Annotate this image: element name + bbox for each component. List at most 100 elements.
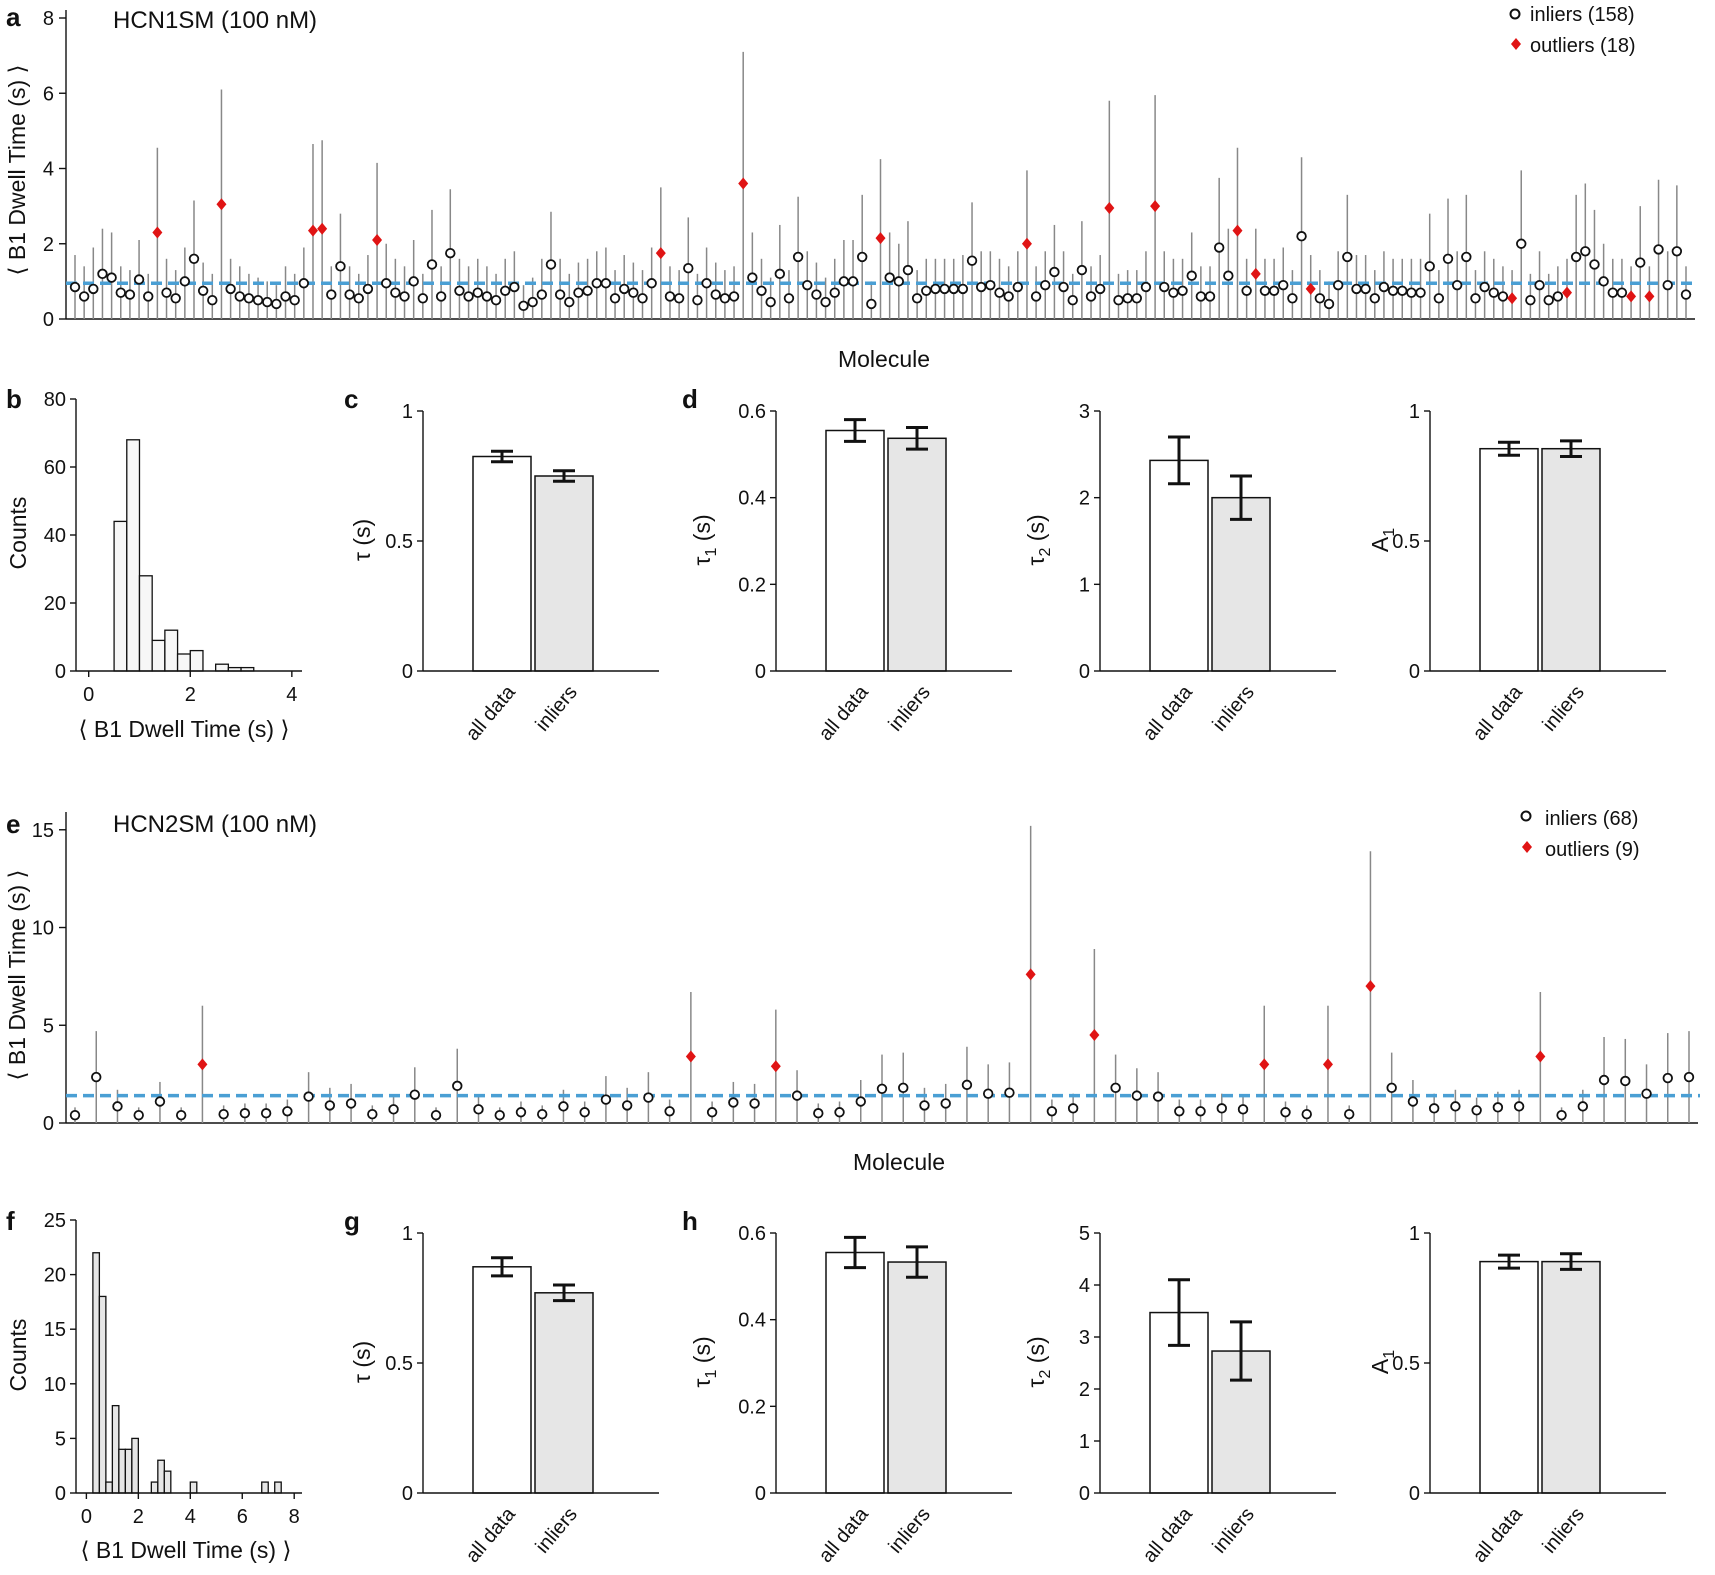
panel-b-ylabel: Counts bbox=[5, 497, 31, 570]
y-tick-label: 0.6 bbox=[738, 401, 766, 423]
outlier-point bbox=[152, 226, 163, 239]
legend-e-outliers: outliers (9) bbox=[1545, 839, 1639, 861]
inlier-point bbox=[1268, 285, 1280, 296]
inlier-point bbox=[829, 287, 840, 298]
inlier-point bbox=[1433, 293, 1445, 304]
inlier-point bbox=[628, 287, 639, 298]
panel-b-xlabel: ⟨ B1 Dwell Time (s) ⟩ bbox=[79, 716, 290, 742]
outlier-point bbox=[1250, 267, 1261, 280]
inlier-point bbox=[719, 293, 731, 304]
category-label-inliers: inliers bbox=[1538, 1503, 1588, 1557]
inlier-point bbox=[88, 283, 99, 295]
outlier-point bbox=[372, 233, 383, 246]
inlier-point bbox=[813, 1108, 824, 1119]
histogram-bar bbox=[131, 1437, 139, 1494]
inlier-point bbox=[1040, 279, 1051, 291]
inlier-point bbox=[91, 1071, 102, 1083]
inlier-point bbox=[1360, 283, 1371, 295]
x-tick-label: 0 bbox=[83, 684, 94, 706]
inlier-point bbox=[1287, 293, 1298, 304]
inlier-point bbox=[124, 289, 136, 300]
inlier-point bbox=[939, 283, 950, 295]
inlier-point bbox=[609, 293, 621, 304]
inlier-point bbox=[558, 1101, 569, 1112]
y-tick-label: 0.5 bbox=[1392, 1353, 1420, 1375]
inlier-point bbox=[1543, 294, 1554, 306]
y-tick-label: 0 bbox=[43, 309, 54, 331]
inlier-point bbox=[1003, 291, 1014, 302]
y-tick-label: 0 bbox=[1079, 1483, 1090, 1505]
panel-d2-ylabel: τ2 (s) bbox=[1023, 514, 1054, 565]
inlier-point bbox=[69, 1109, 81, 1121]
inlier-point bbox=[961, 1079, 973, 1091]
panel-d3-ylabel-main: A bbox=[1367, 536, 1393, 552]
inlier-point bbox=[1598, 276, 1609, 287]
histogram-bar bbox=[150, 1481, 159, 1494]
y-tick-label: 0.2 bbox=[738, 1396, 766, 1418]
inlier-point bbox=[1616, 287, 1628, 298]
outlier-point bbox=[1021, 237, 1032, 250]
inlier-point bbox=[452, 1080, 463, 1092]
inlier-point bbox=[1488, 287, 1499, 298]
panel-d1-ylabel-tail: (s) bbox=[689, 514, 715, 547]
panel-b-histogram: 0 20 40 60 80 0 2 4 bbox=[44, 389, 302, 706]
inlier-point bbox=[362, 283, 374, 295]
inlier-point bbox=[1450, 1101, 1461, 1112]
y-tick-label: 0.6 bbox=[738, 1223, 766, 1245]
panel-d2-ylabel-sub: 2 bbox=[1037, 548, 1054, 557]
inlier-point bbox=[1332, 279, 1344, 291]
inlier-point bbox=[1004, 1087, 1015, 1098]
inlier-point bbox=[472, 287, 483, 298]
panel-d2-ylabel-main: τ bbox=[1023, 557, 1049, 566]
inlier-point bbox=[388, 1104, 399, 1115]
category-label-all-data: all data bbox=[1139, 1503, 1198, 1567]
panel-h1-ylabel-main: τ bbox=[689, 1379, 715, 1388]
inlier-point bbox=[207, 294, 218, 306]
inlier-point bbox=[940, 1098, 951, 1109]
inlier-point bbox=[646, 278, 657, 289]
outlier-point bbox=[1562, 286, 1573, 299]
y-tick-label: 1 bbox=[1409, 1223, 1420, 1245]
histogram-bar bbox=[113, 520, 128, 672]
histogram-bar bbox=[261, 1481, 269, 1494]
panel-d2-ylabel-tail: (s) bbox=[1023, 514, 1049, 547]
y-tick-label: 2 bbox=[1079, 488, 1090, 510]
inlier-point bbox=[1525, 294, 1536, 306]
histogram-bar bbox=[215, 663, 230, 672]
inlier-point bbox=[1131, 293, 1142, 304]
inlier-point bbox=[692, 294, 703, 306]
inlier-point bbox=[1451, 279, 1463, 291]
inlier-point bbox=[1067, 294, 1078, 306]
y-tick-label: 3 bbox=[1079, 1327, 1090, 1349]
bar-all-data bbox=[825, 1251, 885, 1494]
inlier-point bbox=[426, 259, 438, 270]
histogram-bar bbox=[189, 649, 204, 672]
panel-d3-ylabel-sub: 1 bbox=[1381, 528, 1398, 537]
inlier-point bbox=[1152, 1091, 1164, 1102]
inlier-point bbox=[289, 294, 300, 306]
panel-f-histogram: 0 5 10 15 20 25 0 2 4 6 8 bbox=[44, 1210, 302, 1528]
panel-h1-ylabel: τ1 (s) bbox=[689, 1336, 720, 1387]
inlier-point bbox=[728, 291, 740, 302]
inlier-point bbox=[1513, 1101, 1525, 1112]
inlier-point bbox=[326, 289, 337, 300]
inlier-point bbox=[1216, 1103, 1227, 1114]
inlier-point bbox=[280, 291, 291, 302]
panel-e-xlabel: Molecule bbox=[853, 1149, 945, 1175]
inlier-point bbox=[435, 291, 447, 302]
inlier-point bbox=[154, 1096, 166, 1107]
category-label-inliers: inliers bbox=[531, 681, 581, 735]
inlier-point bbox=[324, 1100, 336, 1111]
panel-c-ylabel: τ (s) bbox=[349, 519, 375, 561]
inlier-point bbox=[982, 1088, 994, 1099]
inlier-point bbox=[802, 279, 813, 291]
inlier-point bbox=[481, 291, 493, 302]
y-tick-label: 15 bbox=[32, 820, 54, 842]
y-tick-label: 0 bbox=[755, 1483, 766, 1505]
y-tick-label: 80 bbox=[44, 389, 66, 411]
inlier-point bbox=[866, 298, 877, 310]
inlier-point bbox=[1110, 1082, 1121, 1094]
histogram-bar bbox=[98, 1295, 107, 1494]
outlier-point bbox=[685, 1050, 696, 1063]
bar-inliers bbox=[1541, 447, 1601, 672]
